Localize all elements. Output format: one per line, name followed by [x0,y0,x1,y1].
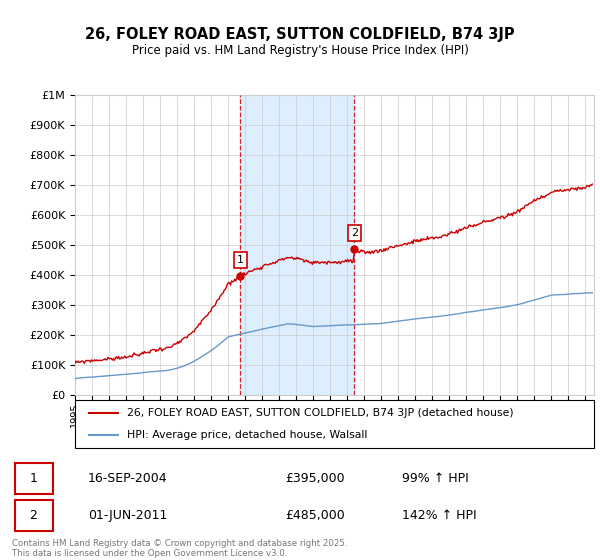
FancyBboxPatch shape [15,500,53,531]
Text: 1: 1 [29,472,37,485]
FancyBboxPatch shape [15,463,53,494]
Text: Contains HM Land Registry data © Crown copyright and database right 2025.
This d: Contains HM Land Registry data © Crown c… [12,539,347,558]
Text: 16-SEP-2004: 16-SEP-2004 [88,472,167,485]
FancyBboxPatch shape [75,400,594,448]
Text: Price paid vs. HM Land Registry's House Price Index (HPI): Price paid vs. HM Land Registry's House … [131,44,469,57]
Text: HPI: Average price, detached house, Walsall: HPI: Average price, detached house, Wals… [127,430,367,440]
Text: 2: 2 [351,228,358,238]
Text: 26, FOLEY ROAD EAST, SUTTON COLDFIELD, B74 3JP: 26, FOLEY ROAD EAST, SUTTON COLDFIELD, B… [85,27,515,42]
Bar [240,95,355,395]
Text: 1: 1 [237,255,244,265]
Text: £395,000: £395,000 [286,472,345,485]
Text: 99% ↑ HPI: 99% ↑ HPI [402,472,469,485]
Text: 26, FOLEY ROAD EAST, SUTTON COLDFIELD, B74 3JP (detached house): 26, FOLEY ROAD EAST, SUTTON COLDFIELD, B… [127,408,514,418]
Text: 01-JUN-2011: 01-JUN-2011 [88,509,167,522]
Text: 2: 2 [29,509,37,522]
Text: £485,000: £485,000 [286,509,345,522]
Text: 142% ↑ HPI: 142% ↑ HPI [402,509,476,522]
